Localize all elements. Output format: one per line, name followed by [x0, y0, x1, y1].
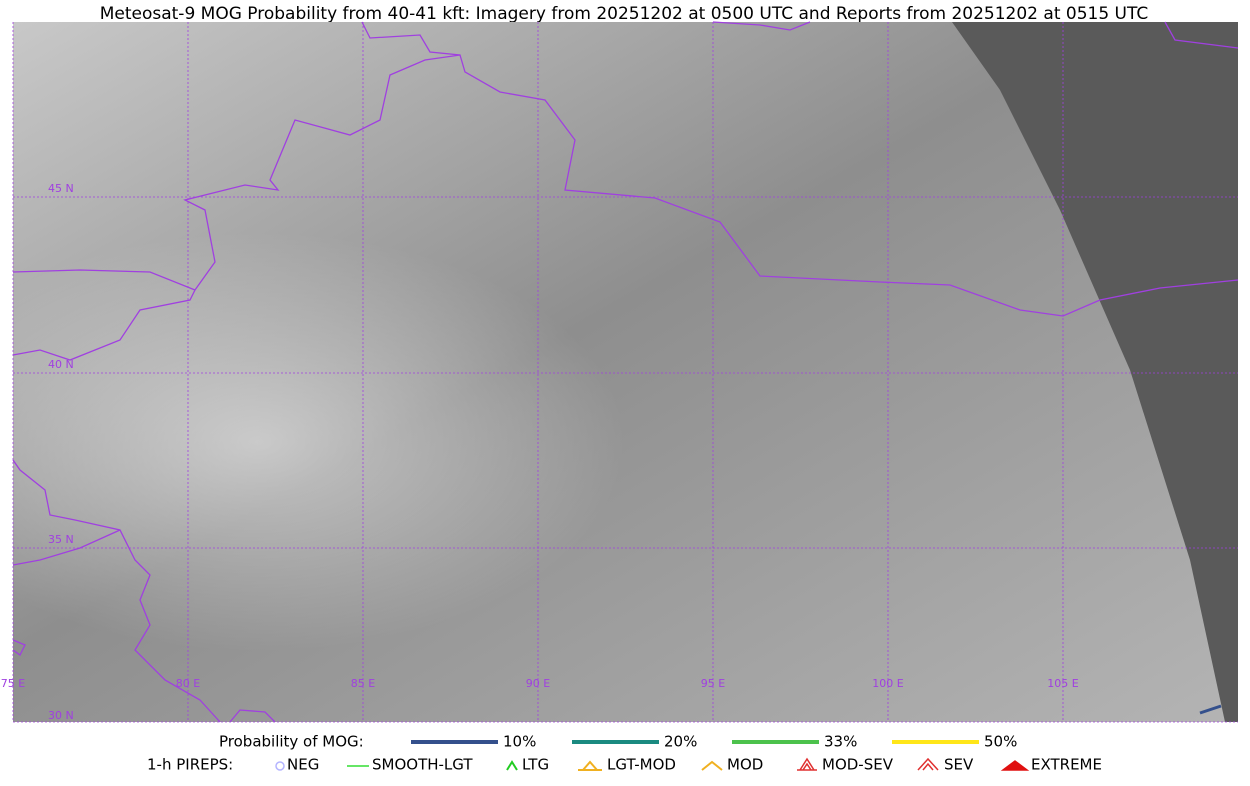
legend-entry: SEV: [944, 756, 974, 774]
pirep-icon: [578, 760, 602, 771]
lon-label: 95 E: [701, 677, 725, 690]
lon-label: 105 E: [1047, 677, 1078, 690]
legend-entry: EXTREME: [1031, 756, 1102, 774]
legend-label: 1-h PIREPS:: [147, 756, 233, 774]
lon-label: 85 E: [351, 677, 375, 690]
mog-contour: [1199, 704, 1222, 715]
lat-label: 30 N: [48, 709, 74, 722]
pirep-icon: [275, 761, 285, 771]
pirep-icon: [917, 757, 939, 771]
lon-label: 100 E: [872, 677, 903, 690]
lat-label: 45 N: [48, 182, 74, 195]
legend: Probability of MOG: 10% 20% 33% 50% 1-h PIREP…: [147, 733, 1102, 774]
lon-label: 80 E: [176, 677, 200, 690]
pirep-icon: [701, 760, 723, 771]
legend-entry: MOD: [727, 756, 763, 774]
legend-entry: MOD-SEV: [822, 756, 894, 774]
map: 45 N 40 N 35 N 30 N 75 E 80 E 85 E 90 E 95 E 100 …: [1, 21, 1239, 723]
pirep-icon: [797, 757, 817, 771]
legend-entry: 20%: [664, 733, 697, 751]
lon-label: 90 E: [526, 677, 550, 690]
legend-entry: 33%: [824, 733, 857, 751]
borders: [12, 21, 1239, 723]
legend-entry: NEG: [287, 756, 319, 774]
pirep-icon: [506, 760, 518, 771]
legend-entry: LTG: [522, 756, 549, 774]
title: Meteosat-9 MOG Probability from 40-41 kf…: [100, 4, 1149, 24]
lat-label: 40 N: [48, 358, 74, 371]
pirep-icon: [1000, 760, 1030, 771]
legend-entry: 50%: [984, 733, 1017, 751]
lat-label: 35 N: [48, 533, 74, 546]
graticule: [12, 22, 1238, 723]
legend-label: Probability of MOG:: [219, 733, 364, 751]
legend-entry: 10%: [503, 733, 536, 751]
lon-label: 75 E: [1, 677, 25, 690]
legend-entry: SMOOTH-LGT: [372, 756, 473, 774]
legend-entry: LGT-MOD: [607, 756, 676, 774]
